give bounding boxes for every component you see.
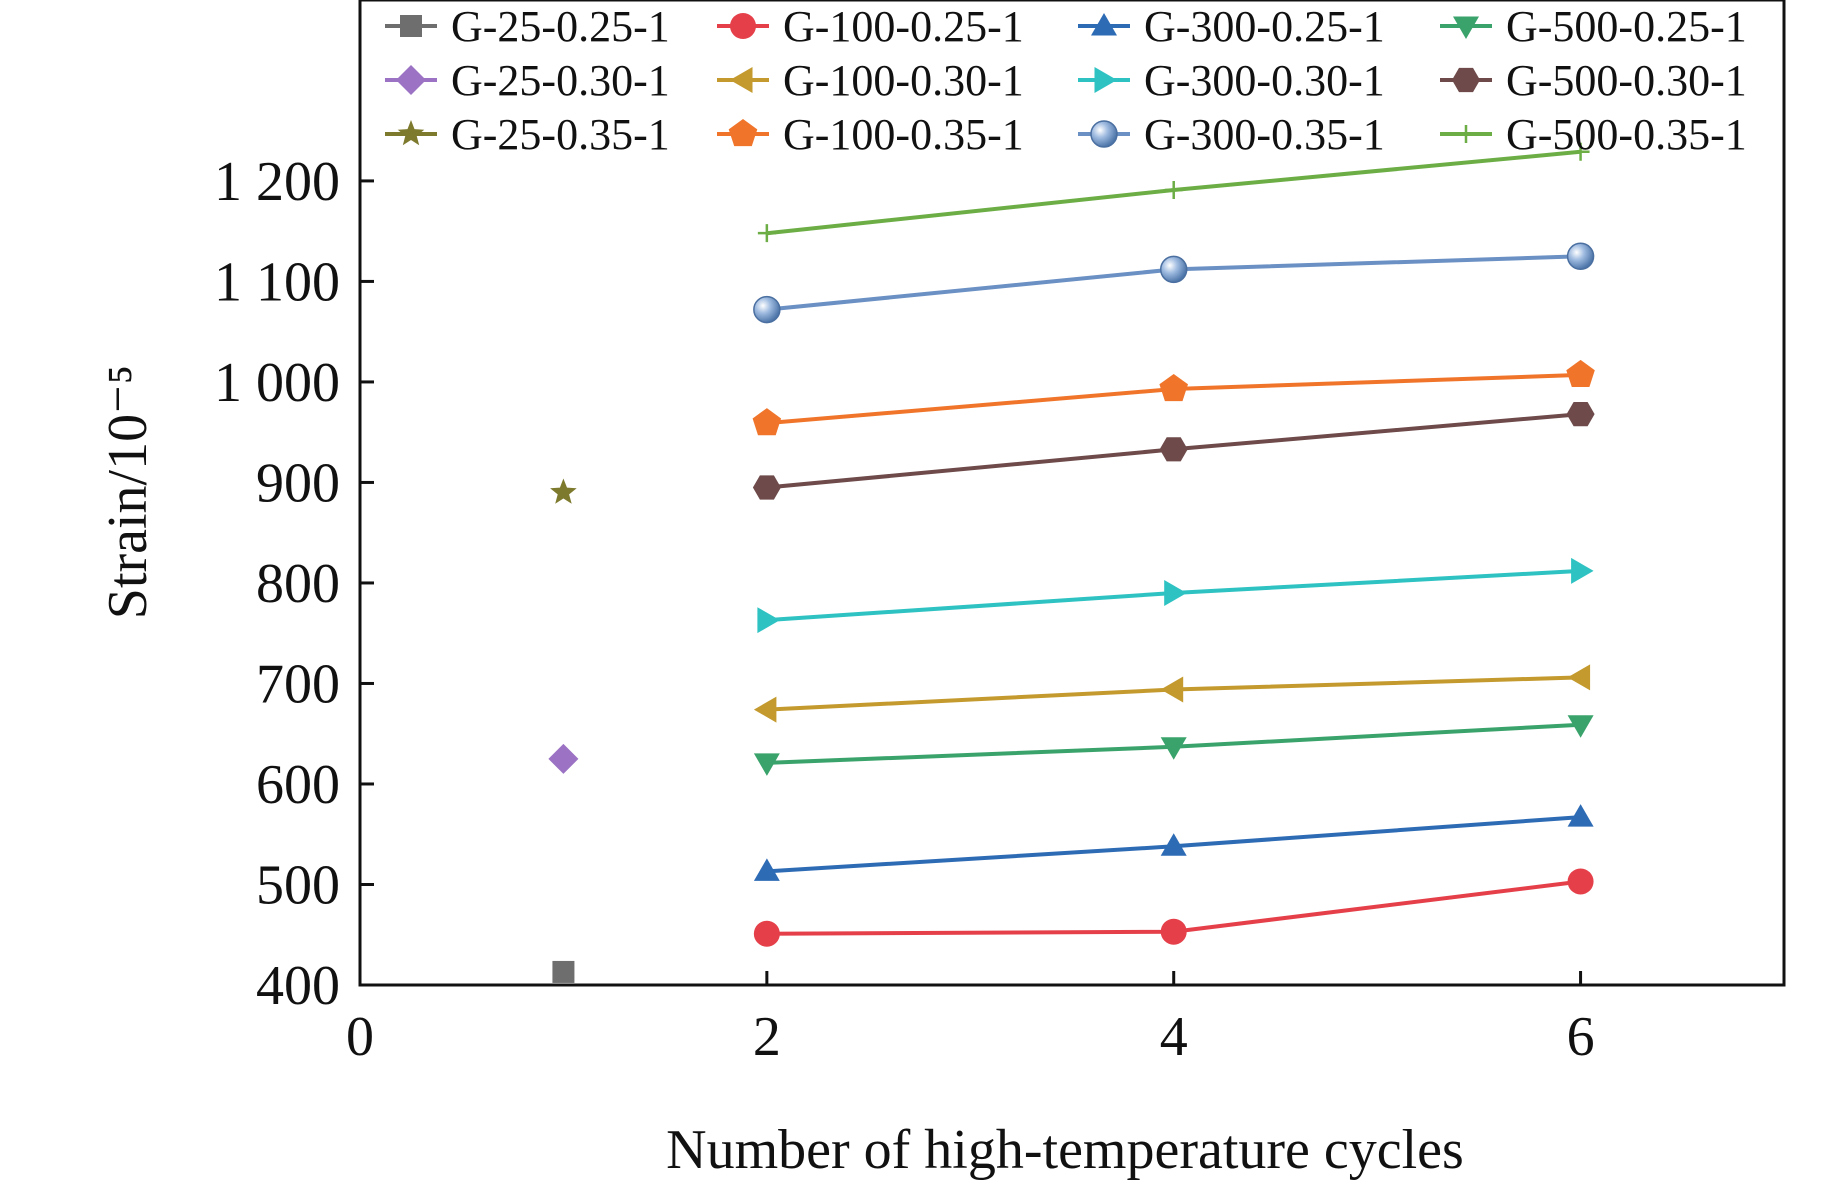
data-point bbox=[1159, 255, 1188, 284]
data-point bbox=[550, 478, 577, 504]
legend-marker bbox=[396, 65, 426, 95]
x-tick-label: 6 bbox=[1567, 1006, 1595, 1068]
x-tick-label: 2 bbox=[753, 1006, 781, 1068]
legend-label: G-25-0.30-1 bbox=[451, 56, 670, 105]
legend-label: G-100-0.35-1 bbox=[783, 110, 1024, 159]
data-point bbox=[1160, 676, 1184, 703]
x-axis-title: Number of high-temperature cycles bbox=[666, 1119, 1464, 1181]
legend-entry: G-300-0.35-1 bbox=[1078, 110, 1385, 159]
series-G-300-0.30-1 bbox=[757, 557, 1594, 634]
data-point bbox=[1566, 242, 1595, 271]
data-point bbox=[1566, 359, 1595, 387]
data-point bbox=[752, 408, 782, 436]
data-point bbox=[1567, 715, 1594, 738]
data-point bbox=[753, 295, 781, 324]
x-tick-label: 4 bbox=[1160, 1006, 1188, 1068]
legend-marker bbox=[1091, 13, 1117, 36]
legend-marker bbox=[1090, 120, 1118, 148]
data-point bbox=[1567, 664, 1591, 691]
legend: G-25-0.25-1 G-100-0.25-1 G-300-0.25-1 G-500… bbox=[385, 2, 1747, 159]
legend-label: G-300-0.25-1 bbox=[1144, 2, 1385, 51]
data-point bbox=[1160, 737, 1187, 760]
legend-label: G-300-0.35-1 bbox=[1144, 110, 1385, 159]
series-G-300-0.25-1 bbox=[753, 804, 1594, 881]
series-G-100-0.30-1 bbox=[753, 664, 1591, 723]
data-point bbox=[757, 607, 780, 634]
legend-label: G-100-0.25-1 bbox=[783, 2, 1024, 51]
legend-label: G-500-0.25-1 bbox=[1506, 2, 1747, 51]
legend-label: G-300-0.30-1 bbox=[1144, 56, 1385, 105]
y-tick-label: 1 000 bbox=[214, 352, 340, 414]
data-point bbox=[1160, 833, 1187, 856]
data-point bbox=[753, 858, 780, 881]
x-tick-label: 0 bbox=[346, 1006, 374, 1068]
legend-label: G-500-0.30-1 bbox=[1506, 56, 1747, 105]
y-tick-label: 400 bbox=[256, 955, 340, 1017]
data-point bbox=[1164, 580, 1187, 606]
data-point bbox=[1566, 402, 1595, 427]
data-point bbox=[1567, 868, 1594, 895]
series-G-500-0.25-1 bbox=[753, 715, 1594, 776]
series-G-25-0.35-1 bbox=[550, 478, 577, 504]
legend-label: G-100-0.30-1 bbox=[783, 56, 1024, 105]
data-point bbox=[1571, 142, 1590, 161]
y-tick-label: 900 bbox=[256, 452, 340, 514]
legend-label: G-25-0.35-1 bbox=[451, 110, 670, 159]
data-point bbox=[1159, 374, 1188, 402]
series-G-500-0.35-1 bbox=[757, 142, 1590, 243]
y-tick-label: 600 bbox=[256, 754, 340, 816]
legend-marker bbox=[1457, 125, 1475, 143]
data-point bbox=[752, 475, 781, 500]
data-point bbox=[1159, 437, 1188, 462]
series-G-100-0.25-1 bbox=[753, 868, 1594, 947]
data-point bbox=[548, 743, 579, 774]
y-tick-label: 1 100 bbox=[214, 251, 340, 313]
y-tick-label: 700 bbox=[256, 653, 340, 715]
y-axis: 400 500 600 700 800 900 1 000 1 100 1 200 bbox=[214, 151, 374, 1017]
series-G-100-0.35-1 bbox=[752, 359, 1595, 436]
legend-marker bbox=[1452, 67, 1480, 93]
legend-marker bbox=[400, 15, 422, 37]
x-axis: 0 2 4 6 bbox=[346, 971, 1595, 1068]
legend-entry: G-100-0.30-1 bbox=[717, 56, 1024, 105]
series-G-25-0.30-1 bbox=[548, 743, 579, 774]
legend-entry: G-500-0.30-1 bbox=[1440, 56, 1747, 105]
legend-marker bbox=[1453, 16, 1479, 39]
y-axis-title: Strain/10⁻⁵ bbox=[97, 365, 159, 619]
legend-marker bbox=[730, 67, 753, 93]
data-point bbox=[757, 224, 776, 243]
y-tick-label: 800 bbox=[256, 553, 340, 615]
legend-marker bbox=[728, 119, 758, 147]
data-point bbox=[1164, 180, 1183, 199]
data-point bbox=[753, 753, 780, 776]
y-tick-label: 500 bbox=[256, 854, 340, 916]
legend-marker bbox=[397, 120, 425, 146]
series-layer bbox=[548, 142, 1595, 983]
data-point bbox=[753, 920, 780, 947]
data-point bbox=[1571, 557, 1594, 584]
legend-entry: G-300-0.30-1 bbox=[1078, 56, 1385, 105]
series-G-25-0.25-1 bbox=[552, 960, 575, 983]
y-tick-label: 1 200 bbox=[214, 151, 340, 213]
data-point bbox=[753, 696, 777, 723]
legend-entry: G-25-0.30-1 bbox=[385, 56, 670, 105]
legend-entry: G-100-0.35-1 bbox=[717, 110, 1024, 159]
data-point bbox=[1567, 804, 1594, 827]
legend-entry: G-300-0.25-1 bbox=[1078, 2, 1385, 51]
legend-marker bbox=[1094, 67, 1117, 93]
legend-entry: G-25-0.35-1 bbox=[385, 110, 670, 159]
plot-frame bbox=[358, 0, 1786, 987]
legend-entry: G-500-0.25-1 bbox=[1440, 2, 1747, 51]
legend-entry: G-500-0.35-1 bbox=[1440, 110, 1747, 159]
legend-entry: G-25-0.25-1 bbox=[385, 2, 670, 51]
legend-label: G-25-0.25-1 bbox=[451, 2, 670, 51]
legend-label: G-500-0.35-1 bbox=[1506, 110, 1747, 159]
series-G-500-0.30-1 bbox=[752, 402, 1595, 500]
series-G-300-0.35-1 bbox=[753, 242, 1595, 324]
data-point bbox=[1160, 918, 1187, 945]
data-point bbox=[552, 960, 575, 983]
legend-marker bbox=[730, 13, 756, 39]
legend-entry: G-100-0.25-1 bbox=[717, 2, 1024, 51]
